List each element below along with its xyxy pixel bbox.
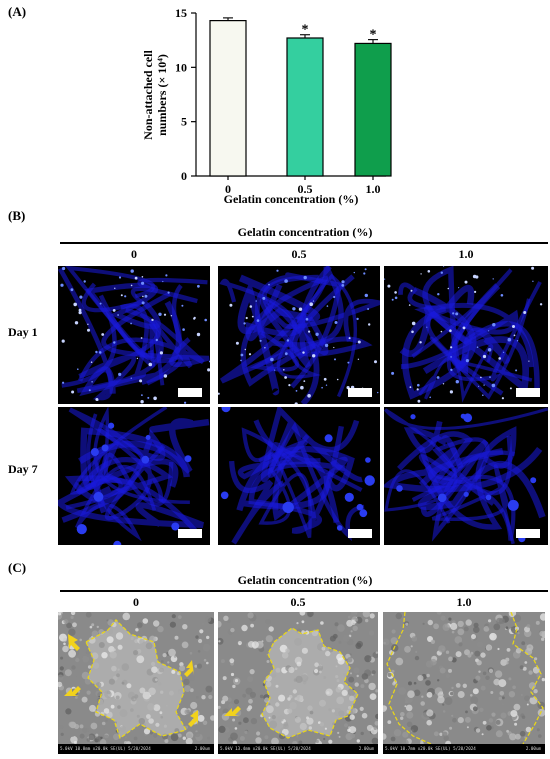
arrow-icon — [64, 634, 198, 727]
col-label-0: 0 — [131, 247, 137, 261]
col-label-1.0: 1.0 — [458, 247, 474, 261]
sem-image-gel0: 5.0kV 10.8mm x20.0k SE(UL) 5/20/2024 2.0… — [58, 612, 214, 754]
confocal-day7-gel0 — [58, 407, 210, 545]
panel-b-header: Gelatin concentration (%) — [237, 225, 373, 239]
scale-bar — [348, 529, 372, 538]
panel-b-rule — [60, 242, 548, 244]
sem-info-right: 2.00um — [525, 746, 541, 751]
x-tick-label: 0 — [225, 182, 231, 196]
row-label-day1: Day 1 — [8, 325, 38, 339]
bar-chart: 0 5 10 15 0 * 0.5 * 1.0 Gelatin concentration (%)… — [141, 6, 392, 206]
sem-info-left: 5.0kV 10.8mm x20.0k SE(UL) 5/20/2024 — [60, 746, 151, 751]
confocal-day7-gel10 — [384, 407, 548, 545]
cluster-outline — [386, 612, 432, 745]
sem-col-label-0.5: 0.5 — [290, 595, 306, 609]
cluster-outline — [261, 627, 359, 739]
sem-image-gel05: 5.0kV 13.4mm x20.0k SE(UL) 5/20/2024 2.0… — [218, 612, 378, 754]
y-tick-label: 10 — [175, 60, 187, 74]
cluster-outline — [510, 612, 544, 745]
col-label-0.5: 0.5 — [291, 247, 307, 261]
panel-c-rule — [60, 590, 548, 592]
significance-marker: * — [302, 23, 309, 38]
sem-image-gel10: 5.0kV 10.7mm x20.0k SE(UL) 5/20/2024 2.0… — [383, 612, 545, 754]
scale-bar — [516, 529, 540, 538]
y-tick-label: 0 — [181, 169, 187, 183]
confocal-day1-gel10 — [384, 266, 548, 404]
x-axis-label: Gelatin concentration (%) — [224, 192, 359, 206]
significance-marker: * — [370, 28, 377, 43]
panel-a-label: (A) — [8, 4, 27, 19]
y-tick-label: 15 — [175, 6, 187, 20]
sem-info-bar: 5.0kV 13.4mm x20.0k SE(UL) 5/20/2024 2.0… — [218, 744, 378, 754]
scale-bar — [178, 388, 202, 397]
scale-bar — [348, 388, 372, 397]
x-tick-label: 1.0 — [366, 182, 381, 196]
scale-bar — [178, 529, 202, 538]
row-label-day7: Day 7 — [8, 462, 38, 476]
scale-bar — [516, 388, 540, 397]
confocal-day1-gel05 — [218, 266, 380, 404]
panel-c-label: (C) — [8, 560, 27, 575]
sem-info-left: 5.0kV 13.4mm x20.0k SE(UL) 5/20/2024 — [220, 746, 311, 751]
y-tick-label: 5 — [181, 115, 187, 129]
confocal-day7-gel05 — [218, 407, 380, 545]
arrow-icon — [224, 706, 241, 716]
confocal-day1-gel0 — [58, 266, 210, 404]
sem-info-bar: 5.0kV 10.8mm x20.0k SE(UL) 5/20/2024 2.0… — [58, 744, 214, 754]
panel-c-header: Gelatin concentration (%) — [237, 573, 373, 587]
x-tick-label: 0.5 — [298, 182, 313, 196]
panel-b-label: (B) — [8, 208, 26, 223]
y-axis-label: numbers (× 10⁴) — [155, 54, 169, 136]
bar — [209, 20, 247, 177]
sem-col-label-1.0: 1.0 — [456, 595, 472, 609]
bar — [354, 42, 392, 177]
sem-info-right: 2.00um — [194, 746, 210, 751]
sem-info-left: 5.0kV 10.7mm x20.0k SE(UL) 5/20/2024 — [385, 746, 476, 751]
cluster-outline — [85, 619, 187, 740]
sem-info-bar: 5.0kV 10.7mm x20.0k SE(UL) 5/20/2024 2.0… — [383, 744, 545, 754]
y-axis-label: Non-attached cell — [141, 50, 155, 140]
sem-info-right: 2.00um — [358, 746, 374, 751]
sem-col-label-0: 0 — [133, 595, 139, 609]
bar — [286, 37, 324, 177]
